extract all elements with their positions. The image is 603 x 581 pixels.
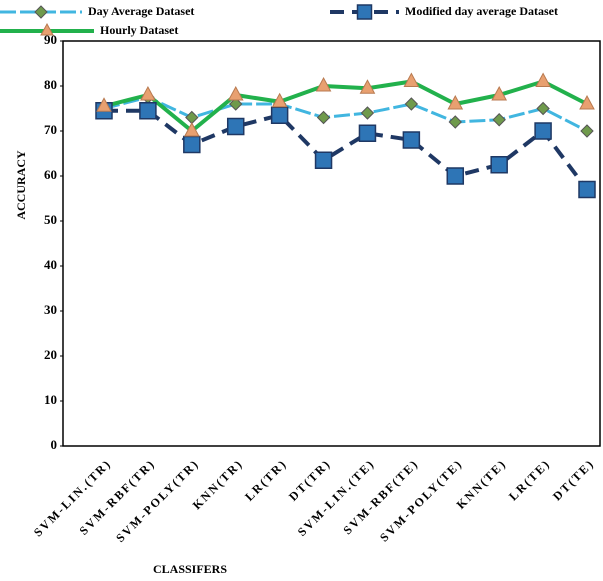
series-line [104, 108, 589, 191]
y-tick-label: 60 [44, 167, 57, 182]
point [139, 102, 157, 120]
point [270, 106, 289, 124]
legend-label: Modified day average Dataset [405, 4, 558, 18]
point [183, 135, 201, 154]
point [403, 72, 420, 87]
y-tick-label: 10 [44, 392, 57, 407]
legend-marker [356, 4, 373, 20]
x-tick-label: LR(TE) [506, 456, 553, 503]
x-tick-label: SVM-POLY(TR) [113, 456, 202, 545]
legend-label: Hourly Dataset [100, 23, 178, 37]
point [535, 72, 551, 87]
point [536, 101, 550, 116]
y-tick-label: 90 [44, 32, 57, 47]
point [491, 85, 508, 101]
point [271, 92, 288, 108]
y-tick-label: 70 [44, 122, 57, 137]
point [140, 85, 156, 101]
point [579, 94, 595, 110]
x-tick-label: SVM-LIN.(TR) [31, 456, 114, 539]
point [402, 131, 421, 149]
point [578, 180, 596, 199]
y-tick-label: 40 [44, 257, 57, 272]
y-tick-label: 50 [44, 212, 57, 227]
point [534, 122, 552, 140]
point [404, 97, 419, 111]
series-line [103, 95, 588, 133]
point [360, 106, 375, 120]
legend-marker [34, 5, 48, 19]
point [227, 85, 244, 101]
point [446, 167, 465, 185]
point [226, 117, 245, 136]
x-tick-label: LR(TR) [242, 456, 290, 504]
point [229, 97, 243, 111]
y-axis-label: ACCURACY [14, 150, 28, 220]
point [183, 121, 200, 137]
series-line [103, 79, 588, 133]
x-axis-label: CLASSIFERS [153, 562, 227, 576]
point [359, 79, 376, 94]
x-tick-label: SVM-POLY(TE) [377, 456, 465, 544]
x-tick-label: SVM-RBF(TR) [76, 456, 158, 538]
x-tick-label: SVM-LIN.(TE) [295, 456, 378, 539]
point [448, 115, 462, 129]
point [492, 113, 506, 127]
point [580, 124, 594, 138]
x-tick-label: SVM-RBF(TE) [340, 456, 421, 537]
x-tick-label: DT(TE) [550, 456, 597, 503]
point [490, 156, 508, 174]
y-tick-label: 0 [51, 437, 58, 452]
point [315, 76, 332, 92]
y-tick-label: 20 [44, 347, 57, 362]
y-tick-label: 30 [44, 302, 57, 317]
legend-marker [40, 22, 54, 36]
point [185, 110, 199, 125]
point [314, 151, 333, 169]
y-tick-label: 80 [44, 77, 57, 92]
legend-label: Day Average Dataset [88, 4, 194, 18]
point [96, 97, 112, 112]
point [316, 110, 331, 125]
point [447, 94, 464, 110]
point [358, 124, 377, 142]
plot-frame [62, 40, 601, 447]
